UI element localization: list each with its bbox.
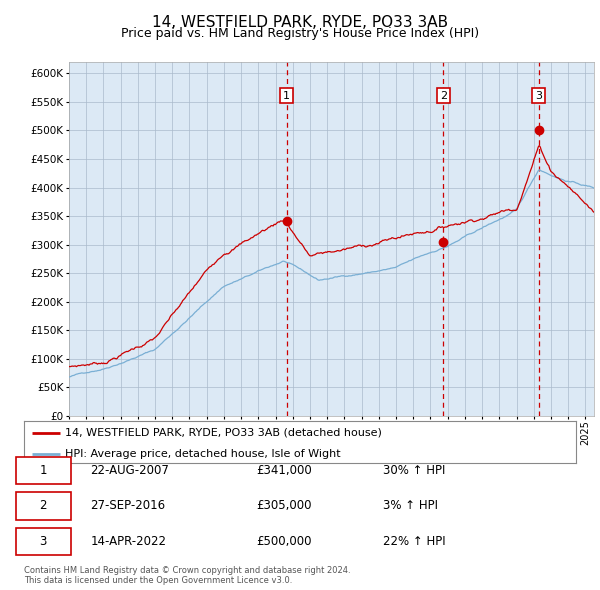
FancyBboxPatch shape (16, 527, 71, 555)
Text: 3: 3 (40, 535, 47, 548)
Text: 22% ↑ HPI: 22% ↑ HPI (383, 535, 445, 548)
Text: 2: 2 (40, 499, 47, 513)
Text: HPI: Average price, detached house, Isle of Wight: HPI: Average price, detached house, Isle… (65, 449, 341, 459)
Text: £305,000: £305,000 (256, 499, 311, 513)
Text: 2: 2 (440, 91, 447, 100)
FancyBboxPatch shape (16, 457, 71, 484)
Text: £500,000: £500,000 (256, 535, 311, 548)
Text: 27-SEP-2016: 27-SEP-2016 (90, 499, 166, 513)
Text: Price paid vs. HM Land Registry's House Price Index (HPI): Price paid vs. HM Land Registry's House … (121, 27, 479, 40)
Text: Contains HM Land Registry data © Crown copyright and database right 2024.
This d: Contains HM Land Registry data © Crown c… (24, 566, 350, 585)
Text: 1: 1 (283, 91, 290, 100)
Text: 3% ↑ HPI: 3% ↑ HPI (383, 499, 438, 513)
Text: 1: 1 (40, 464, 47, 477)
Text: 22-AUG-2007: 22-AUG-2007 (90, 464, 169, 477)
FancyBboxPatch shape (16, 492, 71, 520)
Text: 14, WESTFIELD PARK, RYDE, PO33 3AB (detached house): 14, WESTFIELD PARK, RYDE, PO33 3AB (deta… (65, 428, 382, 438)
Text: 14-APR-2022: 14-APR-2022 (90, 535, 166, 548)
Text: £341,000: £341,000 (256, 464, 311, 477)
Text: 30% ↑ HPI: 30% ↑ HPI (383, 464, 445, 477)
Text: 3: 3 (535, 91, 542, 100)
Text: 14, WESTFIELD PARK, RYDE, PO33 3AB: 14, WESTFIELD PARK, RYDE, PO33 3AB (152, 15, 448, 30)
